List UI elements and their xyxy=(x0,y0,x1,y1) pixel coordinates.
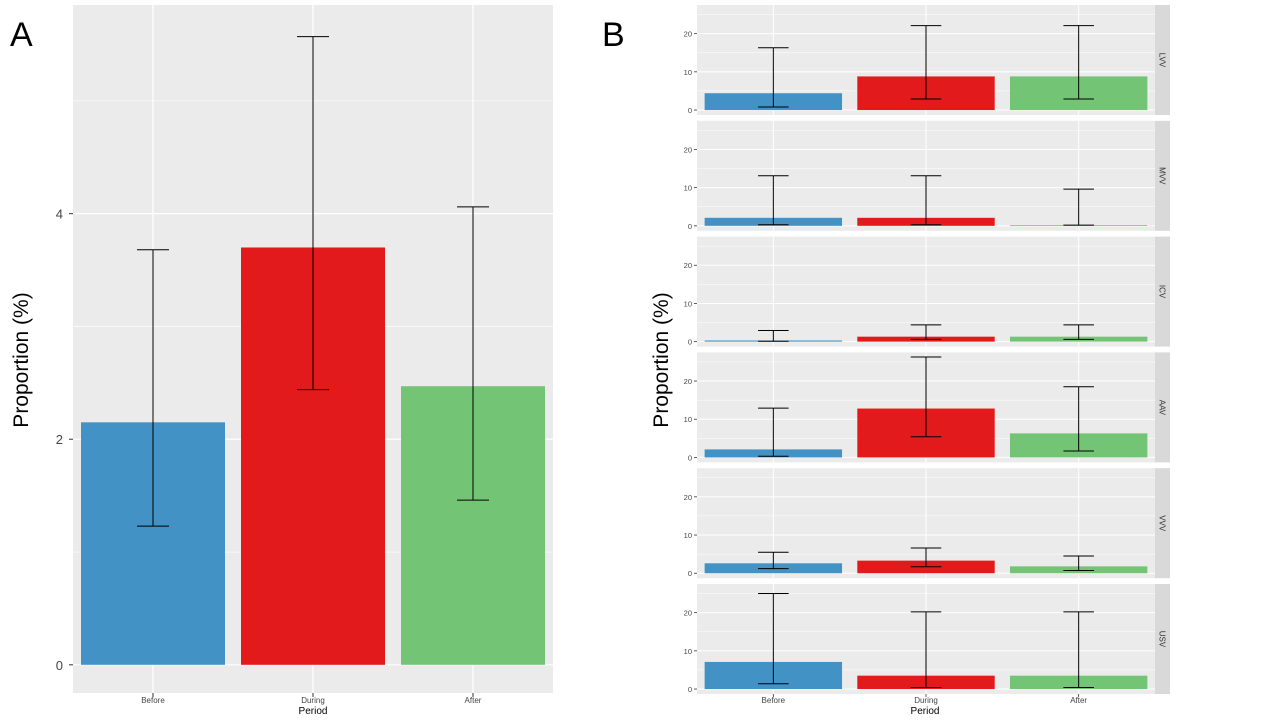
facet-errorbar-after xyxy=(1063,555,1094,572)
facet-errorbar-during xyxy=(910,547,942,568)
facet-errorbar-before xyxy=(758,175,789,226)
panel-a-x-tick-label: Before xyxy=(141,696,165,705)
panel-b-plot: 0 10 20 LVV 0 10 20 MVV 0 10 20 ICV 0 10 20 AAV 0 10 20 VVV… xyxy=(684,5,1170,705)
facet-errorbar-after xyxy=(1063,611,1094,689)
panel-b-facet-aav: 0 10 20 AAV xyxy=(684,352,1170,462)
panel-b-facet-lvv: 0 10 20 LVV xyxy=(684,5,1170,115)
panel-label-a: A xyxy=(10,16,33,54)
facet-errorbar-during xyxy=(910,324,942,340)
facet-errorbar-before xyxy=(758,47,789,108)
facet-errorbar-during xyxy=(910,356,942,438)
facet-errorbar-during xyxy=(910,25,942,100)
facet-y-tick-label: 10 xyxy=(684,647,692,656)
facet-errorbar-before xyxy=(758,330,789,342)
facet-strip xyxy=(1155,120,1170,231)
facet-strip-label: VVV xyxy=(1158,515,1167,532)
facet-y-tick-label: 20 xyxy=(684,145,692,154)
panel-b-x-tick-label: After xyxy=(1070,696,1087,705)
facet-y-tick-label: 0 xyxy=(688,685,692,694)
facet-strip-label: LVV xyxy=(1158,53,1167,68)
facet-y-tick-label: 20 xyxy=(684,609,692,618)
panel-a-errorbar-before xyxy=(137,249,169,527)
panel-a-errorbar-during xyxy=(297,36,329,391)
panel-b-x-tick-label: Before xyxy=(762,696,786,705)
facet-y-tick-label: 0 xyxy=(688,106,692,115)
facet-strip xyxy=(1155,584,1170,694)
facet-errorbar-before xyxy=(758,407,789,457)
facet-strip xyxy=(1155,5,1170,115)
panel-a-x-axis-label: Period xyxy=(299,706,328,717)
facet-strip-label: USV xyxy=(1158,631,1167,648)
panel-b-facet-icv: 0 10 20 ICV xyxy=(684,236,1170,347)
panel-b-x-axis-label: Period xyxy=(911,706,940,717)
facet-errorbar-after xyxy=(1063,25,1094,100)
facet-y-tick-label: 0 xyxy=(688,222,692,231)
panel-b-facet-vvv: 0 10 20 VVV xyxy=(684,468,1170,578)
panel-b-x-tick-label: During xyxy=(914,696,938,705)
panel-a-x-tick-label: During xyxy=(301,696,325,705)
facet-errorbar-before xyxy=(758,593,789,685)
facet-y-tick-label: 10 xyxy=(684,531,692,540)
facet-strip-label: MVV xyxy=(1158,167,1167,185)
facet-y-tick-label: 20 xyxy=(684,30,692,39)
facet-errorbar-after xyxy=(1063,324,1094,340)
panel-a-plot: 0 2 4 Before During After xyxy=(56,5,553,705)
panel-b-facet-mvv: 0 10 20 MVV xyxy=(684,120,1170,231)
facet-errorbar-before xyxy=(758,551,789,570)
facet-y-tick-label: 0 xyxy=(688,569,692,578)
facet-strip-label: AAV xyxy=(1158,400,1167,416)
panel-b-y-axis-label: Proportion (%) xyxy=(650,292,673,427)
panel-a-y-tick-label: 4 xyxy=(56,207,63,222)
facet-y-tick-label: 0 xyxy=(688,453,692,462)
facet-y-tick-label: 20 xyxy=(684,377,692,386)
panel-a-errorbar-after xyxy=(457,206,489,501)
facet-strip xyxy=(1155,352,1170,463)
facet-y-tick-label: 10 xyxy=(684,299,692,308)
panel-b-facet-usv: 0 10 20 USV Before During After xyxy=(684,584,1170,705)
facet-errorbar-after xyxy=(1063,188,1094,226)
facet-errorbar-during xyxy=(910,611,942,689)
facet-y-tick-label: 10 xyxy=(684,415,692,424)
panel-a-y-tick-label: 2 xyxy=(56,432,63,447)
facet-y-tick-label: 0 xyxy=(688,338,692,347)
facet-y-tick-label: 20 xyxy=(684,493,692,502)
panel-label-b: B xyxy=(602,16,625,54)
panel-a-y-tick-label: 0 xyxy=(56,658,63,673)
facet-strip xyxy=(1155,236,1170,347)
facet-strip xyxy=(1155,468,1170,579)
panel-a-x-tick-label: After xyxy=(465,696,482,705)
facet-y-tick-label: 10 xyxy=(684,68,692,77)
panel-a-y-axis-label: Proportion (%) xyxy=(10,292,33,427)
facet-strip-label: ICV xyxy=(1158,285,1167,299)
facet-errorbar-after xyxy=(1063,386,1094,452)
facet-y-tick-label: 10 xyxy=(684,184,692,193)
facet-y-tick-label: 20 xyxy=(684,261,692,270)
facet-errorbar-during xyxy=(910,175,942,226)
